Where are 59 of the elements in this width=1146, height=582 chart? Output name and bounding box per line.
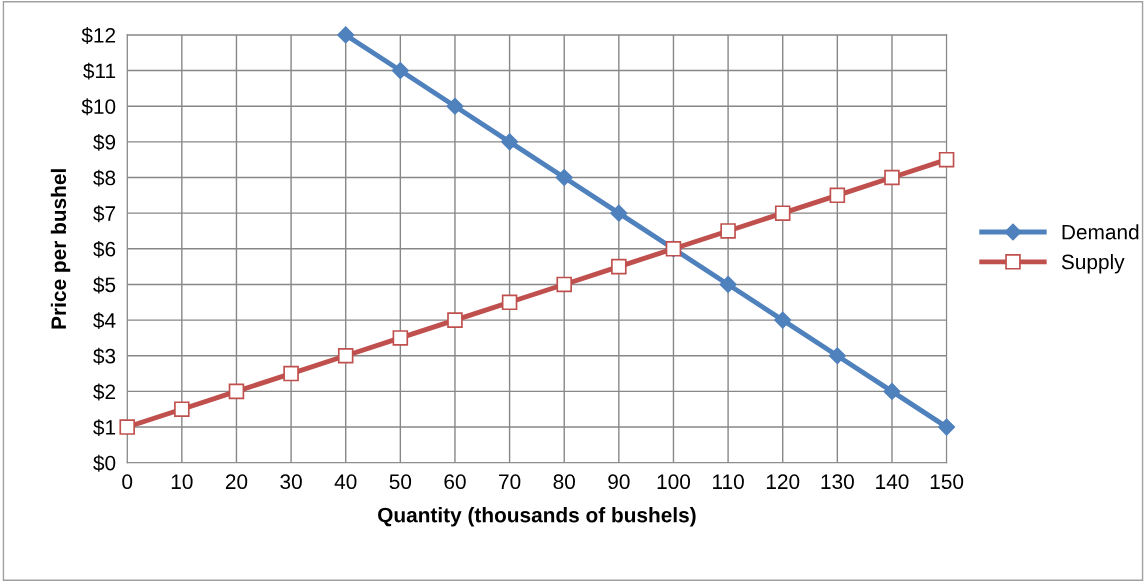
point — [446, 97, 464, 115]
point — [501, 133, 519, 151]
point — [501, 294, 518, 311]
point — [774, 205, 791, 221]
point — [174, 401, 190, 417]
point — [720, 223, 736, 239]
x-tick-label: 60 — [444, 474, 466, 490]
point — [719, 275, 737, 294]
point — [283, 365, 299, 382]
x-axis-title: Quantity (thousands of bushels) — [378, 507, 696, 527]
y-axis-title: Price per bushel — [50, 169, 71, 329]
point — [884, 169, 900, 186]
x-tick-label: 70 — [499, 474, 521, 490]
y-tick-label: $1 — [93, 419, 116, 437]
x-tick-label: 40 — [334, 474, 357, 490]
point — [555, 168, 573, 187]
point — [611, 258, 627, 275]
x-tick-label: 120 — [766, 474, 800, 490]
legend-label: Demand — [1062, 224, 1139, 240]
legend-label: Supply — [1061, 254, 1125, 274]
y-tick-label: $10 — [81, 98, 116, 116]
x-tick-label: 20 — [225, 474, 248, 490]
x-tick-label: 150 — [930, 474, 964, 490]
x-tick-label: 10 — [171, 474, 193, 490]
y-tick-label: $12 — [81, 27, 116, 44]
point — [391, 62, 409, 80]
point — [883, 382, 901, 400]
point — [392, 330, 409, 346]
y-tick-label: $7 — [93, 205, 116, 223]
y-tick-label: $6 — [93, 240, 116, 258]
y-tick-label: $11 — [83, 62, 116, 80]
point — [829, 187, 846, 204]
point — [610, 204, 628, 222]
point — [337, 347, 354, 364]
x-tick-label: 100 — [657, 474, 691, 490]
y-tick-label: $0 — [93, 454, 116, 472]
point — [938, 151, 955, 168]
point — [337, 26, 355, 44]
x-tick-label: 30 — [280, 474, 302, 490]
y-tick-label: $2 — [93, 383, 116, 401]
x-tick-label: 90 — [608, 474, 630, 490]
x-tick-label: 110 — [713, 474, 744, 490]
x-tick-label: 50 — [389, 474, 412, 490]
y-tick-label: $9 — [93, 133, 116, 151]
y-tick-label: $8 — [93, 169, 116, 187]
x-tick-label: 0 — [122, 474, 133, 490]
point — [228, 383, 245, 400]
point — [938, 418, 956, 436]
x-tick-label: 140 — [876, 474, 909, 490]
point — [556, 276, 572, 293]
x-tick-label: 80 — [553, 474, 575, 490]
y-tick-label: $3 — [93, 347, 116, 365]
x-tick-label: 130 — [821, 474, 854, 490]
y-tick-label: $5 — [93, 276, 116, 294]
point — [119, 419, 135, 435]
point — [774, 311, 792, 329]
point — [447, 312, 463, 328]
y-tick-label: $4 — [93, 312, 116, 330]
point — [828, 347, 846, 365]
